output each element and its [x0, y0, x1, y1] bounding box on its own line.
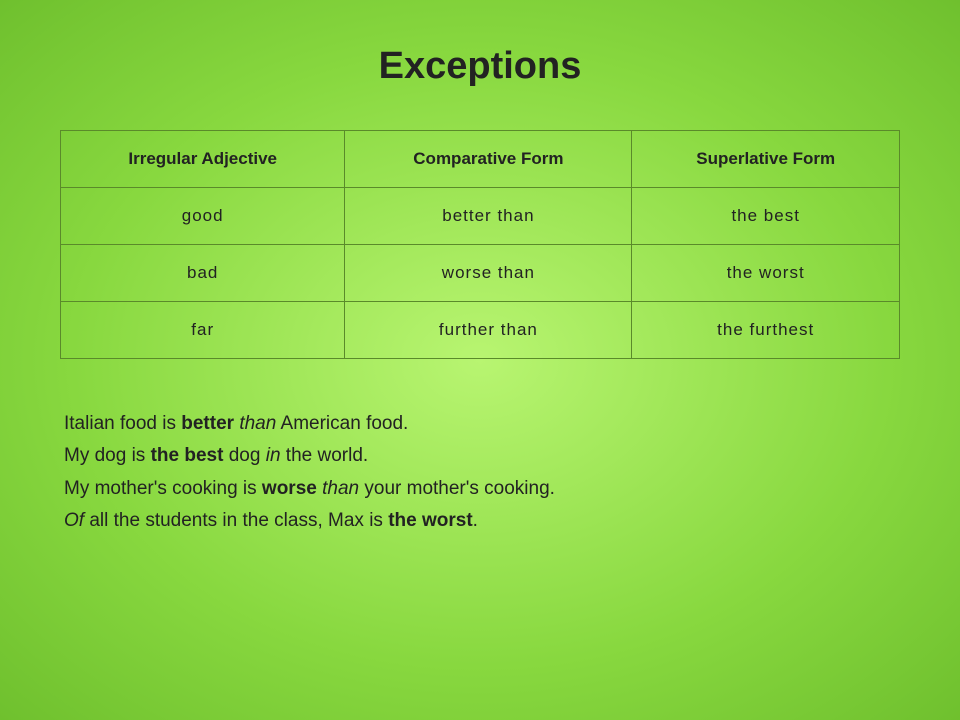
col-header-superlative: Superlative Form	[632, 131, 900, 188]
cell-comparative: worse than	[345, 245, 632, 302]
cell-superlative: the worst	[632, 245, 900, 302]
cell-adjective: bad	[61, 245, 345, 302]
page-title: Exceptions	[60, 45, 900, 88]
example-3: My mother's cooking is worse than your m…	[64, 474, 900, 504]
example-4: Of all the students in the class, Max is…	[64, 506, 900, 536]
exceptions-table: Irregular Adjective Comparative Form Sup…	[60, 130, 900, 359]
example-2: My dog is the best dog in the world.	[64, 441, 900, 471]
cell-comparative: further than	[345, 302, 632, 359]
cell-superlative: the furthest	[632, 302, 900, 359]
table-row: bad worse than the worst	[61, 245, 900, 302]
table-header-row: Irregular Adjective Comparative Form Sup…	[61, 131, 900, 188]
cell-superlative: the best	[632, 188, 900, 245]
table-row: far further than the furthest	[61, 302, 900, 359]
table-row: good better than the best	[61, 188, 900, 245]
cell-adjective: far	[61, 302, 345, 359]
example-sentences: Italian food is better than American foo…	[60, 409, 900, 537]
col-header-comparative: Comparative Form	[345, 131, 632, 188]
col-header-adjective: Irregular Adjective	[61, 131, 345, 188]
cell-adjective: good	[61, 188, 345, 245]
example-1: Italian food is better than American foo…	[64, 409, 900, 439]
cell-comparative: better than	[345, 188, 632, 245]
